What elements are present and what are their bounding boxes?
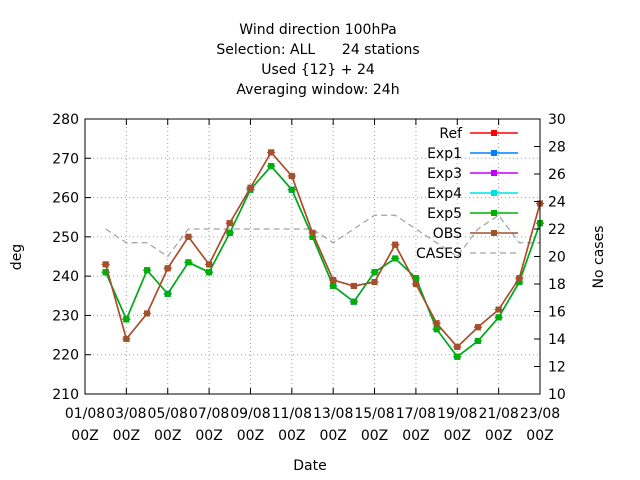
x-tick-date-label: 13/08 bbox=[313, 406, 353, 422]
x-tick-time-label: 00Z bbox=[154, 428, 181, 444]
y2-tick-label: 18 bbox=[548, 277, 566, 293]
x-tick-date-label: 09/08 bbox=[230, 406, 270, 422]
legend-label-ref: Ref bbox=[439, 126, 463, 142]
y2-tick-label: 30 bbox=[548, 112, 566, 128]
y-tick-label: 230 bbox=[52, 308, 79, 324]
legend-label-exp5: Exp5 bbox=[427, 206, 462, 222]
x-tick-time-label: 00Z bbox=[237, 428, 264, 444]
x-tick-time-label: 00Z bbox=[526, 428, 553, 444]
y-tick-label: 280 bbox=[52, 112, 79, 128]
x-tick-time-label: 00Z bbox=[319, 428, 346, 444]
series-exp5 bbox=[101, 163, 544, 360]
y-tick-label: 250 bbox=[52, 230, 79, 246]
legend: Ref Exp1 Exp3 Exp4 Exp5 OBS CASES bbox=[416, 126, 518, 262]
y-axis-right: 10 12 14 16 18 20 22 24 26 28 30 bbox=[534, 112, 566, 403]
y2-tick-label: 10 bbox=[548, 387, 566, 403]
title-line-2: Selection: ALL 24 stations bbox=[216, 42, 419, 58]
legend-marker-obs bbox=[491, 230, 497, 236]
x-tick-date-label: 17/08 bbox=[396, 406, 436, 422]
cases-line bbox=[105, 214, 540, 258]
data-series bbox=[101, 149, 544, 360]
title-line-4: Averaging window: 24h bbox=[236, 82, 399, 98]
x-axis: 01/08 00Z 03/08 00Z 05/08 00Z 07/08 00Z 09/08 00Z… bbox=[65, 119, 560, 444]
x-tick-time-label: 00Z bbox=[361, 428, 388, 444]
y2-tick-label: 24 bbox=[548, 195, 566, 211]
x-tick-time-label: 00Z bbox=[195, 428, 222, 444]
x-axis-label: Date bbox=[293, 458, 326, 474]
y-axis-left: 210 220 230 240 250 260 270 280 bbox=[52, 112, 91, 403]
legend-marker-exp4 bbox=[491, 190, 497, 196]
y2-tick-label: 26 bbox=[548, 167, 566, 183]
x-tick-date-label: 11/08 bbox=[272, 406, 312, 422]
title-line-1: Wind direction 100hPa bbox=[239, 22, 396, 38]
y-axis-label: deg bbox=[9, 244, 25, 270]
x-tick-time-label: 00Z bbox=[402, 428, 429, 444]
y2-tick-label: 14 bbox=[548, 332, 566, 348]
series-line-ref bbox=[104, 151, 541, 348]
x-tick-time-label: 00Z bbox=[113, 428, 140, 444]
cases-series bbox=[105, 214, 540, 258]
y-tick-label: 260 bbox=[52, 191, 79, 207]
x-tick-date-label: 05/08 bbox=[148, 406, 188, 422]
legend-marker-exp5 bbox=[491, 210, 497, 216]
legend-marker-exp1 bbox=[491, 150, 497, 156]
x-tick-date-label: 07/08 bbox=[189, 406, 229, 422]
legend-label-obs: OBS bbox=[433, 226, 462, 242]
x-tick-time-label: 00Z bbox=[444, 428, 471, 444]
x-tick-date-label: 23/08 bbox=[520, 406, 560, 422]
x-tick-date-label: 01/08 bbox=[65, 406, 105, 422]
legend-label-exp4: Exp4 bbox=[427, 186, 462, 202]
y2-tick-label: 22 bbox=[548, 222, 566, 238]
y2-axis-label: No cases bbox=[591, 226, 607, 289]
legend-marker-ref bbox=[491, 130, 497, 136]
y-tick-label: 270 bbox=[52, 151, 79, 167]
y-tick-label: 210 bbox=[52, 387, 79, 403]
x-tick-date-label: 03/08 bbox=[106, 406, 146, 422]
y-tick-label: 220 bbox=[52, 348, 79, 364]
x-tick-date-label: 19/08 bbox=[437, 406, 477, 422]
series-line-exp5 bbox=[104, 165, 541, 358]
y2-tick-label: 16 bbox=[548, 305, 566, 321]
legend-label-exp1: Exp1 bbox=[427, 146, 462, 162]
series-obs bbox=[101, 149, 544, 350]
x-tick-date-label: 15/08 bbox=[354, 406, 394, 422]
legend-marker-exp3 bbox=[491, 170, 497, 176]
x-tick-time-label: 00Z bbox=[485, 428, 512, 444]
legend-label-exp3: Exp3 bbox=[427, 166, 462, 182]
title-line-3: Used {12} + 24 bbox=[261, 62, 375, 78]
plot-frame bbox=[84, 118, 541, 395]
x-tick-time-label: 00Z bbox=[71, 428, 98, 444]
chart-title: Wind direction 100hPa Selection: ALL 24 … bbox=[216, 22, 419, 98]
y2-tick-label: 12 bbox=[548, 360, 566, 376]
series-line-obs bbox=[104, 151, 541, 348]
y2-tick-label: 20 bbox=[548, 250, 566, 266]
x-tick-date-label: 21/08 bbox=[478, 406, 518, 422]
y2-tick-label: 28 bbox=[548, 140, 566, 156]
x-tick-time-label: 00Z bbox=[278, 428, 305, 444]
grid-lines bbox=[85, 119, 540, 394]
y-tick-label: 240 bbox=[52, 269, 79, 285]
legend-label-cases: CASES bbox=[416, 246, 462, 262]
